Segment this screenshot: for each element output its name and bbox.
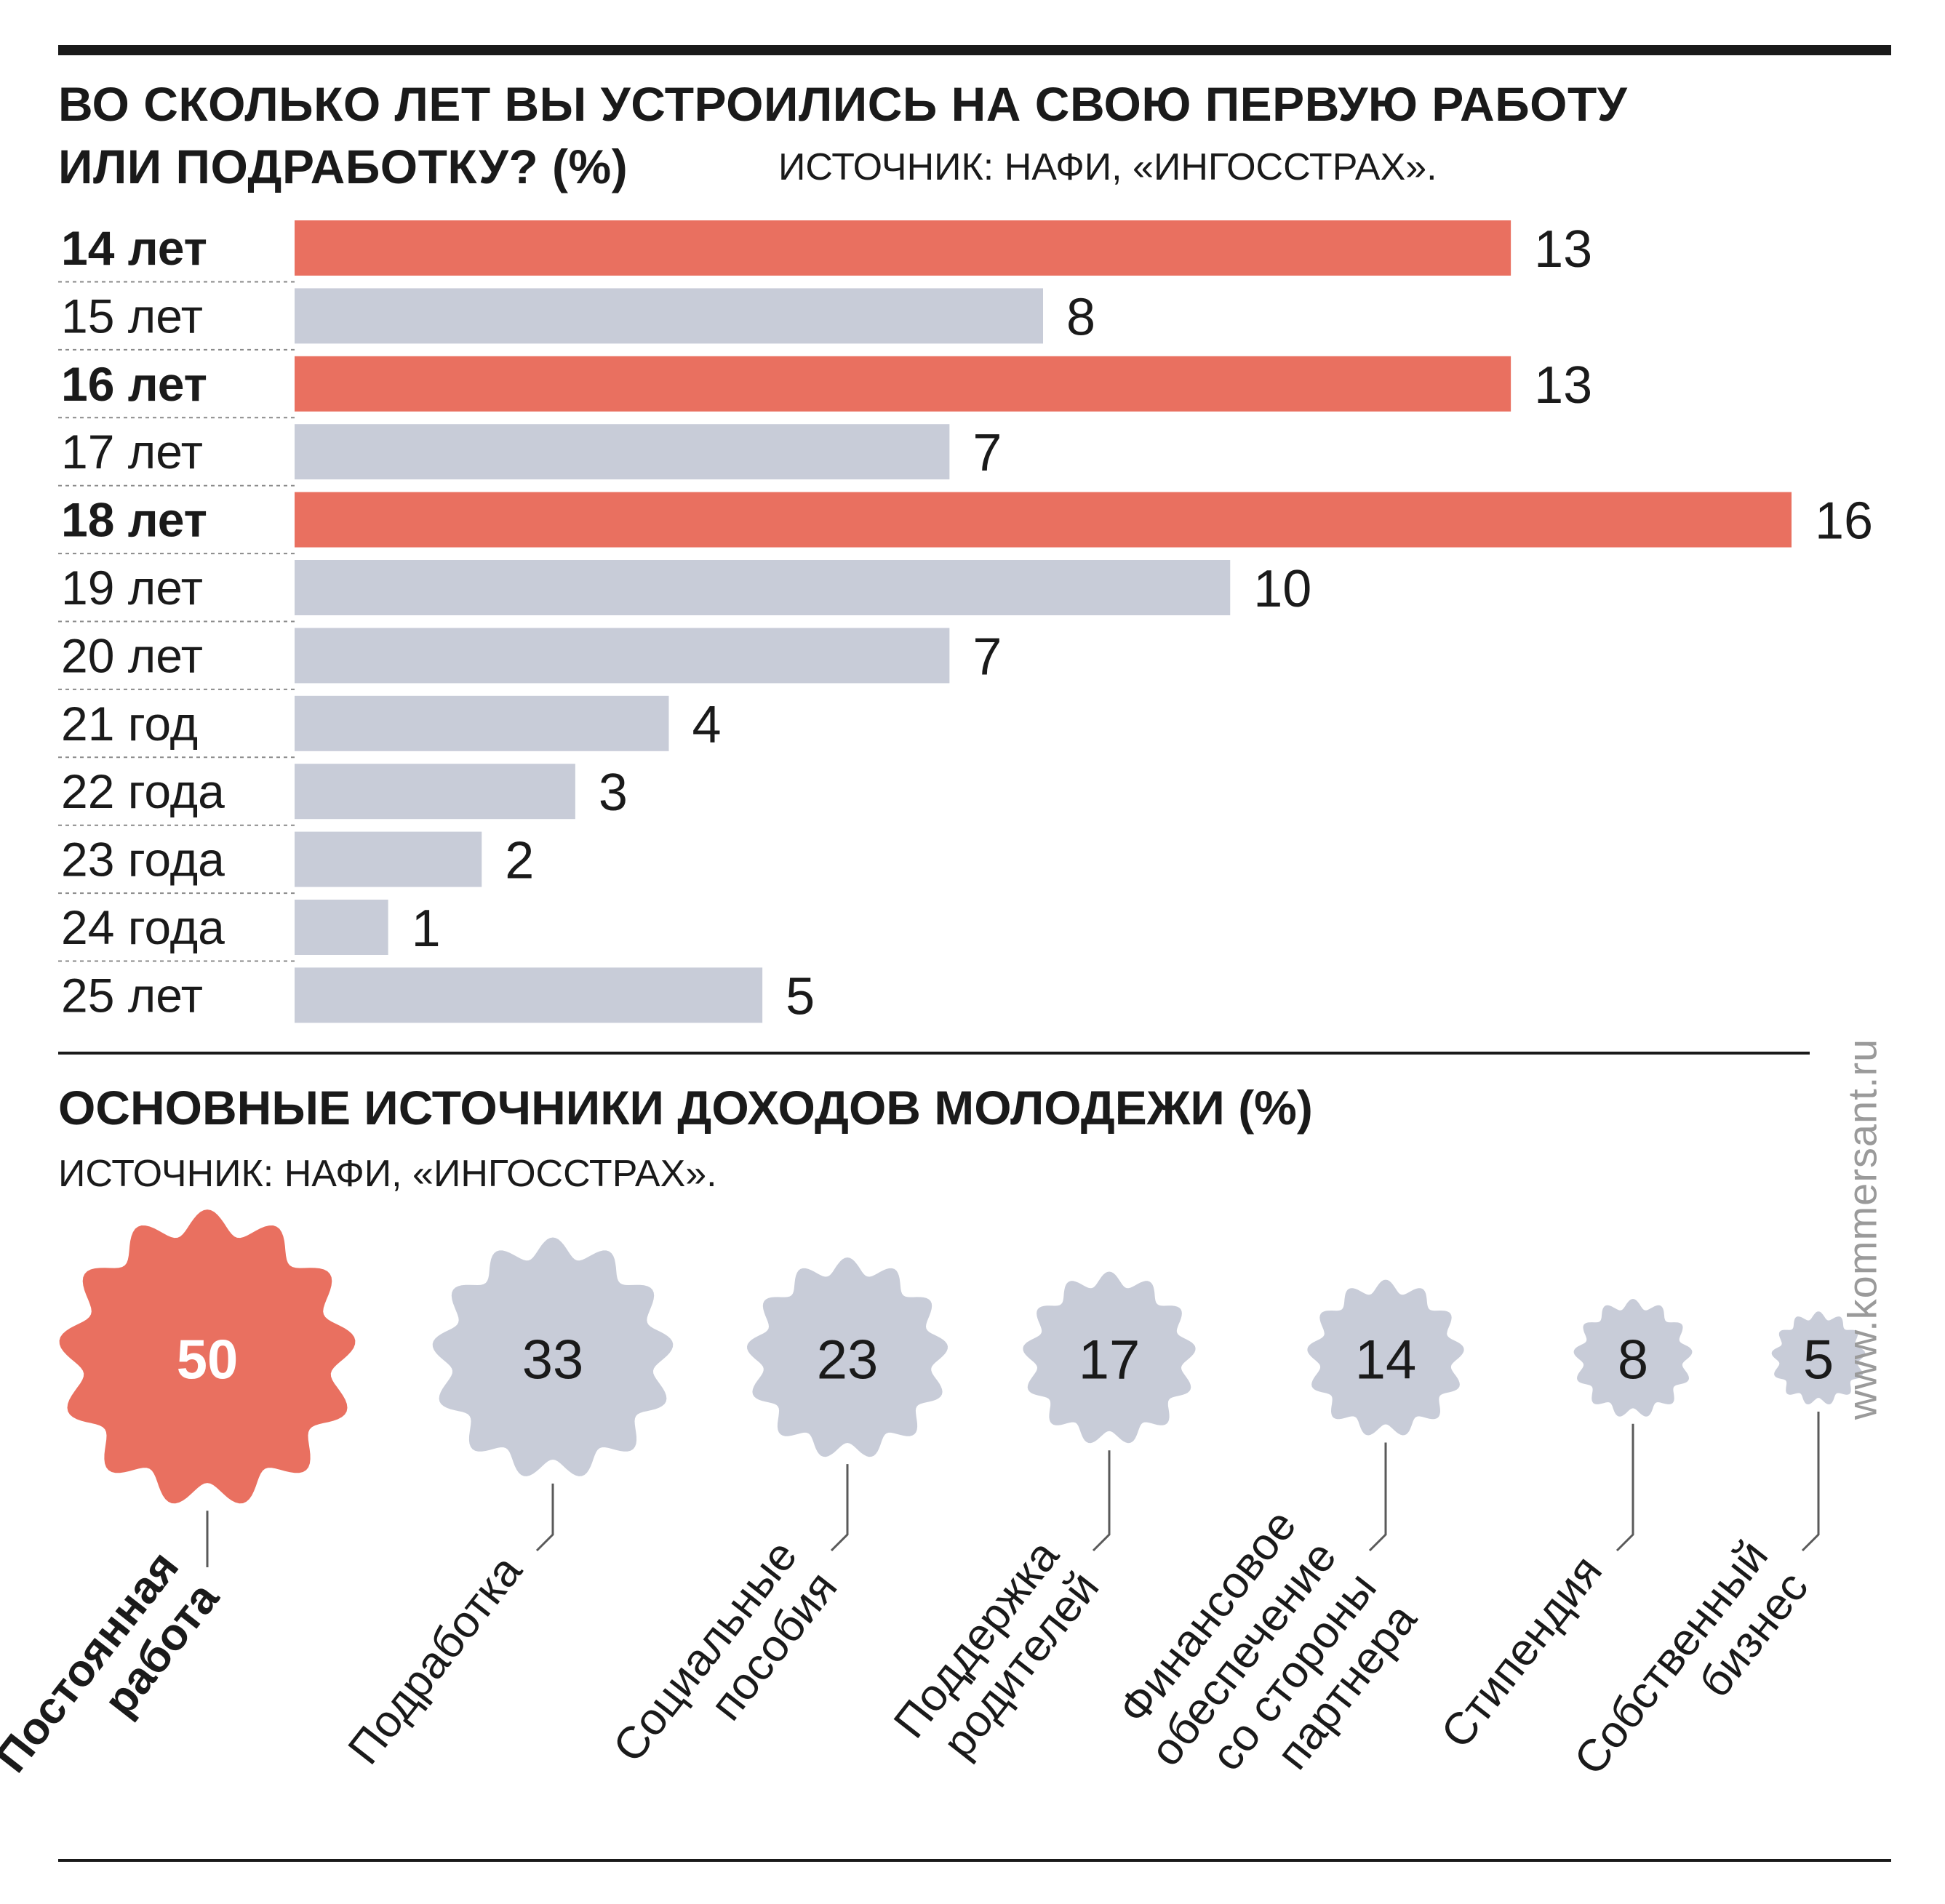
bar-category-label: 23 года [61,833,225,887]
bar-value-label: 7 [972,424,1002,482]
bar-value-label: 10 [1253,560,1311,618]
top-rule [58,45,1891,55]
bar-value-label: 13 [1534,356,1592,415]
income-category-label: Постояннаяработа [0,1542,229,1813]
bar-value-label: 7 [972,628,1002,686]
bar [295,424,950,480]
bar [295,220,1511,276]
bar-value-label: 1 [412,900,441,958]
bar-chart-title: ВО СКОЛЬКО ЛЕТ ВЫ УСТРОИЛИСЬ НА СВОЮ ПЕР… [58,73,1627,198]
bar-chart-title-line2: ИЛИ ПОДРАБОТКУ? (%) [58,140,628,193]
bar [295,492,1792,548]
income-chart-source: ИСТОЧНИК: НАФИ, «ИНГОССТРАХ». [58,1153,717,1195]
bar-category-label: 17 лет [61,425,203,479]
bar [295,628,950,684]
income-star [747,1257,948,1457]
income-value-label: 50 [177,1329,239,1391]
bar-chart-title-line1: ВО СКОЛЬКО ЛЕТ ВЫ УСТРОИЛИСЬ НА СВОЮ ПЕР… [58,77,1628,131]
svg-text:Стипендия: Стипендия [1431,1546,1612,1757]
income-star [1023,1271,1196,1444]
income-value-label: 23 [817,1329,879,1391]
income-value-label: 33 [522,1329,584,1391]
income-star [59,1209,356,1504]
income-category-label: Социальныепособия [604,1531,847,1803]
leader-line [1368,1442,1387,1552]
bar-value-label: 13 [1534,220,1592,279]
income-star [1573,1299,1693,1417]
leader-line [1801,1412,1820,1552]
bar-category-label: 21 год [61,697,198,751]
bar-value-label: 8 [1066,288,1095,346]
leader-line [1615,1423,1634,1552]
bar-category-label: 25 лет [61,968,203,1022]
watermark-text: www.kommersant.ru [1839,1038,1885,1420]
bar-category-label: 18 лет [61,493,207,547]
bar [295,695,669,751]
income-category-label: Подработка [339,1546,532,1774]
income-star [1307,1279,1464,1436]
bar-category-label: 20 лет [61,628,203,682]
income-chart-title: ОСНОВНЫЕ ИСТОЧНИКИ ДОХОДОВ МОЛОДЕЖИ (%) [58,1081,1313,1135]
section-divider [58,1052,1810,1055]
bar-category-label: 22 года [61,764,225,818]
income-category-label: Стипендия [1431,1546,1612,1757]
income-value-label: 5 [1803,1329,1834,1391]
bar-category-label: 16 лет [61,357,207,411]
bar-category-label: 19 лет [61,561,203,615]
bar-category-label: 15 лет [61,289,203,343]
income-category-label: Поддержкародителей [884,1531,1109,1779]
income-value-label: 8 [1618,1329,1648,1391]
bar-category-label: 24 года [61,900,225,954]
bar [295,288,1043,344]
svg-text:Постояннаяработа: Постояннаяработа [0,1542,229,1813]
bar [295,967,763,1023]
svg-text:Подработка: Подработка [339,1546,532,1774]
bar-value-label: 3 [599,764,628,822]
bar [295,356,1511,412]
bar [295,831,482,887]
bar-value-label: 4 [692,696,722,754]
bar [295,900,388,955]
leader-line [830,1464,849,1552]
bar [295,764,575,820]
income-star [1771,1311,1866,1404]
leader-line [1092,1450,1111,1552]
bar-chart-source: ИСТОЧНИК: НАФИ, «ИНГОССТРАХ». [778,146,1437,188]
svg-text:Поддержкародителей: Поддержкародителей [884,1531,1109,1779]
income-category-label: Финансовоеобеспечениесо стороныпартнера [1101,1500,1427,1838]
leader-line [535,1483,554,1552]
income-star [432,1237,674,1476]
bar-value-label: 2 [505,832,534,890]
income-value-label: 14 [1355,1329,1417,1391]
income-value-label: 17 [1079,1329,1141,1391]
bar-category-label: 14 лет [61,221,207,275]
bar-value-label: 5 [786,967,815,1025]
bottom-rule [58,1859,1891,1862]
bar [295,560,1231,615]
svg-text:Финансовоеобеспечениесо сторон: Финансовоеобеспечениесо стороныпартнера [1101,1500,1427,1838]
bar-value-label: 16 [1815,492,1873,551]
svg-text:Социальныепособия: Социальныепособия [604,1531,847,1803]
